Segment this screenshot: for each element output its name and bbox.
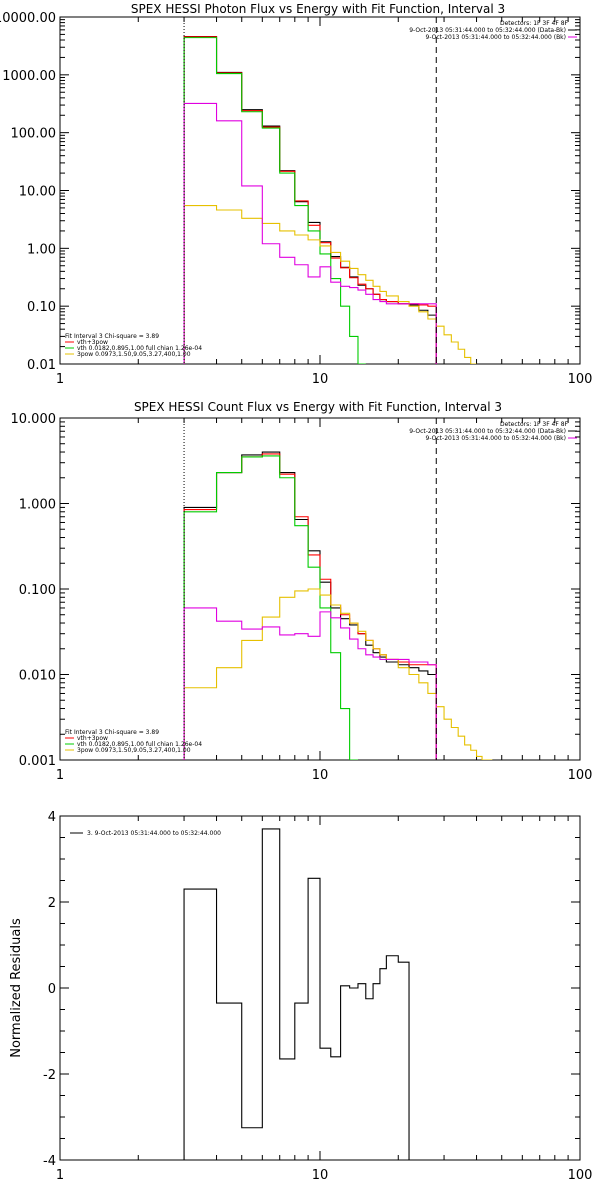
x-tick-label: 1 — [56, 372, 64, 387]
y-tick-label: 100.00 — [11, 127, 57, 142]
x-axis-ticks: 1 10 100 — [56, 418, 593, 783]
legend-entry-label: 9-Oct-2013 05:31:44.000 to 05:32:44.000 … — [409, 27, 566, 34]
x-tick-label: 10 — [312, 1168, 329, 1183]
series-powerlaw-line — [183, 204, 477, 364]
legend-entry-label: vth+3pow — [77, 735, 108, 742]
series-group — [183, 451, 493, 760]
legend-entry-label: 9-Oct-2013 05:31:44.000 to 05:32:44.000 … — [426, 435, 567, 442]
series-thermal-line — [183, 37, 366, 364]
legend-detectors-label: Detectors: 1F 3F 4F 8F — [500, 421, 569, 428]
x-axis-ticks: 1 10 100 — [56, 17, 593, 387]
y-tick-label: 0.010 — [19, 669, 56, 684]
legend-top-right: Detectors: 1F 3F 4F 8F9-Oct-2013 05:31:4… — [409, 20, 577, 41]
x-tick-label: 100 — [568, 1168, 593, 1183]
x-tick-label: 100 — [568, 372, 593, 387]
y-tick-label: 0.01 — [27, 358, 56, 373]
x-tick-label: 1 — [56, 1168, 64, 1183]
count-flux-panel: SPEX HESSI Count Flux vs Energy with Fit… — [11, 400, 593, 783]
x-tick-label: 100 — [568, 768, 593, 783]
x-axis-ticks: 1 10 100 — [56, 816, 593, 1183]
y-tick-label: 2 — [48, 896, 56, 911]
legend-entry-label: 3pow 0.0973,1.50,9.05,3.27,400,1.00 — [77, 747, 191, 754]
y-tick-label: 0.100 — [19, 583, 56, 598]
legend-bottom-left: Fit Interval 3 Chi-square = 3.89vth+3pow… — [65, 333, 202, 358]
legend-entry-label: 9-Oct-2013 05:31:44.000 to 05:32:44.000 … — [426, 34, 567, 41]
y-tick-label: 1.000 — [19, 498, 56, 513]
legend-top-left: 3. 9-Oct-2013 05:31:44.000 to 05:32:44.0… — [70, 830, 221, 837]
legend-entry-label: vth+3pow — [77, 339, 108, 346]
y-axis-ticks: -4 -2 0 2 4 — [43, 810, 580, 1169]
y-tick-label: 0.001 — [19, 754, 56, 769]
photon-flux-panel: SPEX HESSI Photon Flux vs Energy with Fi… — [0, 2, 592, 387]
x-tick-label: 10 — [312, 768, 329, 783]
legend-entry-label: vth 0.0182,0.895,1.00 full chian 1.26e-0… — [77, 741, 202, 748]
photon-flux-title: SPEX HESSI Photon Flux vs Energy with Fi… — [131, 2, 505, 16]
y-tick-label: 1.00 — [27, 242, 56, 257]
y-tick-label: 10.00 — [19, 185, 56, 200]
residuals-y-axis-label: Normalized Residuals — [9, 918, 24, 1058]
series-background-line — [183, 607, 437, 760]
legend-entry-label: 3pow 0.0973,1.50,9.05,3.27,400,1.00 — [77, 351, 191, 358]
x-tick-label: 1 — [56, 768, 64, 783]
fit-range-markers — [183, 17, 437, 364]
y-axis-ticks: 0.01 0.10 1.00 10.00 100.00 1000.00 10000.00 — [0, 11, 580, 373]
y-tick-label: 1000.00 — [2, 69, 56, 84]
legend-fit-chi-square: Fit Interval 3 Chi-square = 3.89 — [65, 333, 159, 340]
legend-top-right: Detectors: 1F 3F 4F 8F9-Oct-2013 05:31:4… — [409, 421, 577, 442]
residuals-panel: Normalized Residuals 1 10 100 -4 -2 0 2 4 3. 9-O… — [9, 810, 592, 1183]
legend-fit-chi-square: Fit Interval 3 Chi-square = 3.89 — [65, 729, 159, 736]
fit-range-markers — [183, 418, 437, 760]
legend-entry-label: 3. 9-Oct-2013 05:31:44.000 to 05:32:44.0… — [87, 830, 221, 837]
series-thermal-line — [183, 455, 358, 760]
y-tick-label: 0.10 — [27, 300, 56, 315]
legend-detectors-label: Detectors: 1F 3F 4F 8F — [500, 20, 569, 27]
series-powerlaw-line — [183, 588, 493, 760]
series-group — [183, 35, 477, 364]
series-residuals-line — [183, 828, 410, 1160]
series-background-line — [183, 102, 437, 364]
legend-entry-label: 9-Oct-2013 05:31:44.000 to 05:32:44.000 … — [409, 428, 566, 435]
legend-entry-label: vth 0.0182,0.895,1.00 full chian 1.26e-0… — [77, 345, 202, 352]
legend-bottom-left: Fit Interval 3 Chi-square = 3.89vth+3pow… — [65, 729, 202, 754]
y-tick-label: -2 — [43, 1068, 56, 1083]
y-tick-label: 10.000 — [11, 412, 57, 427]
y-tick-label: -4 — [43, 1154, 56, 1169]
count-flux-title: SPEX HESSI Count Flux vs Energy with Fit… — [134, 400, 502, 414]
y-tick-label: 10000.00 — [0, 11, 56, 26]
series-group — [183, 828, 410, 1160]
y-tick-label: 4 — [48, 810, 56, 825]
y-tick-label: 0 — [48, 982, 56, 997]
x-tick-label: 10 — [312, 372, 329, 387]
y-axis-ticks: 0.001 0.010 0.100 1.000 10.000 — [11, 412, 580, 769]
